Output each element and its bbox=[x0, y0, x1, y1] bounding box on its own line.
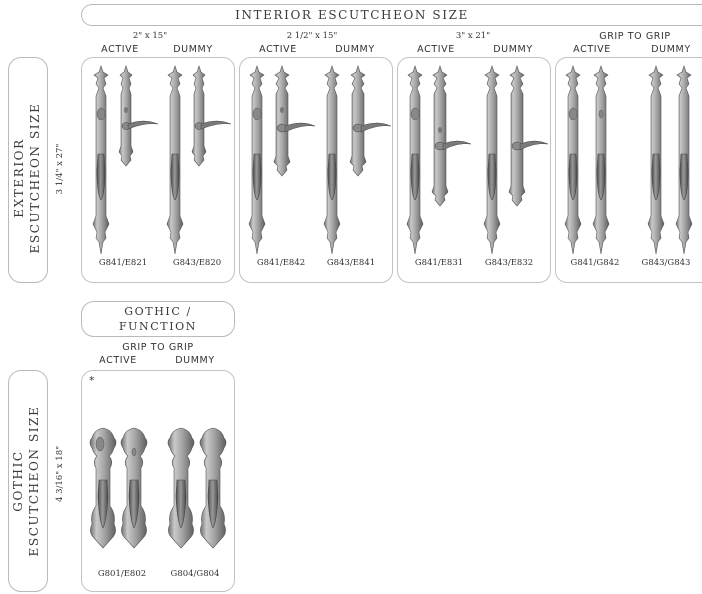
group-2-active-label: ACTIVE bbox=[259, 44, 297, 55]
gothic-title-line2: ESCUTCHEON SIZE bbox=[27, 405, 41, 557]
grip-handle-icon bbox=[323, 65, 341, 255]
gothic-grip-icon bbox=[120, 427, 148, 549]
gothic-grip-icon bbox=[199, 427, 227, 549]
group-1-dummy-label: DUMMY bbox=[173, 44, 213, 55]
gothic-title-line1: GOTHIC bbox=[11, 450, 25, 512]
group-1-size: 2" x 15" bbox=[132, 31, 168, 41]
group-1-active-label: ACTIVE bbox=[101, 44, 139, 55]
exterior-title-line2: ESCUTCHEON SIZE bbox=[28, 102, 42, 254]
gothic-escutcheon-header bbox=[8, 370, 48, 592]
interior-escutcheon-title: INTERIOR ESCUTCHEON SIZE bbox=[235, 8, 469, 22]
gothic-function-header: GOTHIC / FUNCTION bbox=[81, 301, 235, 337]
model-g841-g842: G841/G842 bbox=[570, 258, 620, 268]
grip-handle-icon bbox=[592, 65, 610, 255]
gothic-function-line2: FUNCTION bbox=[118, 320, 198, 333]
interior-escutcheon-header: INTERIOR ESCUTCHEON SIZE bbox=[81, 4, 702, 26]
gothic-escutcheon-title: GOTHIC ESCUTCHEON SIZE bbox=[10, 370, 46, 592]
group-3-active-label: ACTIVE bbox=[417, 44, 455, 55]
gothic-size-label: 4 3/16" x 18" bbox=[55, 445, 65, 503]
grip-handle-icon bbox=[92, 65, 110, 255]
gothic-dummy-label: DUMMY bbox=[175, 355, 215, 366]
group-4-active-label: ACTIVE bbox=[573, 44, 611, 55]
gothic-function-line1: GOTHIC / bbox=[124, 305, 192, 318]
model-g843-g843: G843/G843 bbox=[641, 258, 691, 268]
model-g841-e821: G841/E821 bbox=[98, 258, 148, 268]
model-g841-e831: G841/E831 bbox=[414, 258, 464, 268]
gothic-group-size: GRIP TO GRIP bbox=[122, 342, 194, 353]
grip-handle-icon bbox=[166, 65, 184, 255]
group-4-size: GRIP TO GRIP bbox=[599, 31, 671, 42]
exterior-title-line1: EXTERIOR bbox=[12, 138, 26, 218]
group-3-size: 3" x 21" bbox=[455, 31, 491, 41]
asterisk-note: * bbox=[89, 374, 95, 387]
group-3-dummy-label: DUMMY bbox=[493, 44, 533, 55]
lever-trim-icon bbox=[191, 65, 232, 167]
lever-trim-icon bbox=[273, 65, 316, 177]
model-g804-g804: G804/G804 bbox=[170, 569, 220, 579]
group-2-dummy-label: DUMMY bbox=[335, 44, 375, 55]
group-2-size: 2 1/2" x 15" bbox=[286, 31, 338, 41]
group-4-dummy-label: DUMMY bbox=[651, 44, 691, 55]
grip-handle-icon bbox=[406, 65, 424, 255]
grip-handle-icon bbox=[483, 65, 501, 255]
grip-handle-icon bbox=[564, 65, 582, 255]
exterior-size-label: 3 1/4" x 27" bbox=[55, 143, 65, 195]
lever-trim-icon bbox=[349, 65, 392, 177]
grip-handle-icon bbox=[675, 65, 693, 255]
model-g843-e820: G843/E820 bbox=[172, 258, 222, 268]
model-g841-e842: G841/E842 bbox=[256, 258, 306, 268]
group-3-box bbox=[397, 57, 551, 283]
model-g843-e841: G843/E841 bbox=[326, 258, 376, 268]
group-1-box bbox=[81, 57, 235, 283]
group-2-box bbox=[239, 57, 393, 283]
grip-handle-icon bbox=[647, 65, 665, 255]
gothic-grip-icon bbox=[89, 427, 117, 549]
lever-trim-icon bbox=[508, 65, 549, 207]
exterior-escutcheon-header bbox=[8, 57, 48, 283]
model-g801-e802: G801/E802 bbox=[97, 569, 147, 579]
lever-trim-icon bbox=[431, 65, 472, 207]
model-g843-e832: G843/E832 bbox=[484, 258, 534, 268]
gothic-grip-icon bbox=[167, 427, 195, 549]
gothic-active-label: ACTIVE bbox=[99, 355, 137, 366]
exterior-escutcheon-title: EXTERIOR ESCUTCHEON SIZE bbox=[11, 65, 47, 291]
group-4-box bbox=[555, 57, 702, 283]
grip-handle-icon bbox=[248, 65, 266, 255]
lever-trim-icon bbox=[118, 65, 159, 167]
